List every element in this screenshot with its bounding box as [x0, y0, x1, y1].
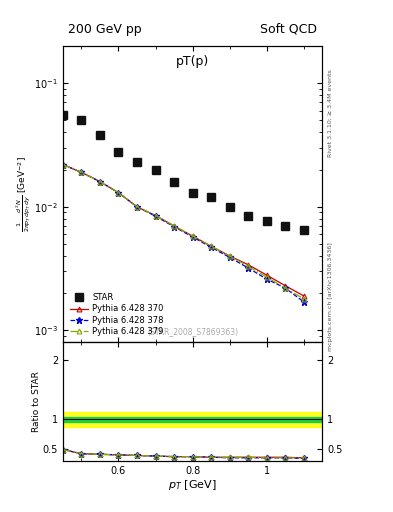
Text: pT(p): pT(p) [176, 55, 209, 68]
Text: 200 GeV pp: 200 GeV pp [68, 23, 142, 36]
Legend: STAR, Pythia 6.428 370, Pythia 6.428 378, Pythia 6.428 379: STAR, Pythia 6.428 370, Pythia 6.428 378… [67, 291, 166, 338]
Text: Rivet 3.1.10; ≥ 3.4M events: Rivet 3.1.10; ≥ 3.4M events [328, 69, 333, 157]
Y-axis label: $\frac{1}{2\pi p_T} \frac{d^2N}{dp_T\, dy}$ [GeV$^{-2}$]: $\frac{1}{2\pi p_T} \frac{d^2N}{dp_T\, d… [14, 156, 33, 232]
X-axis label: $p_T$ [GeV]: $p_T$ [GeV] [168, 478, 217, 493]
Y-axis label: Ratio to STAR: Ratio to STAR [32, 371, 41, 432]
Text: Soft QCD: Soft QCD [260, 23, 317, 36]
Text: (STAR_2008_S7869363): (STAR_2008_S7869363) [147, 327, 238, 336]
Text: mcplots.cern.ch [arXiv:1306.3436]: mcplots.cern.ch [arXiv:1306.3436] [328, 243, 333, 351]
